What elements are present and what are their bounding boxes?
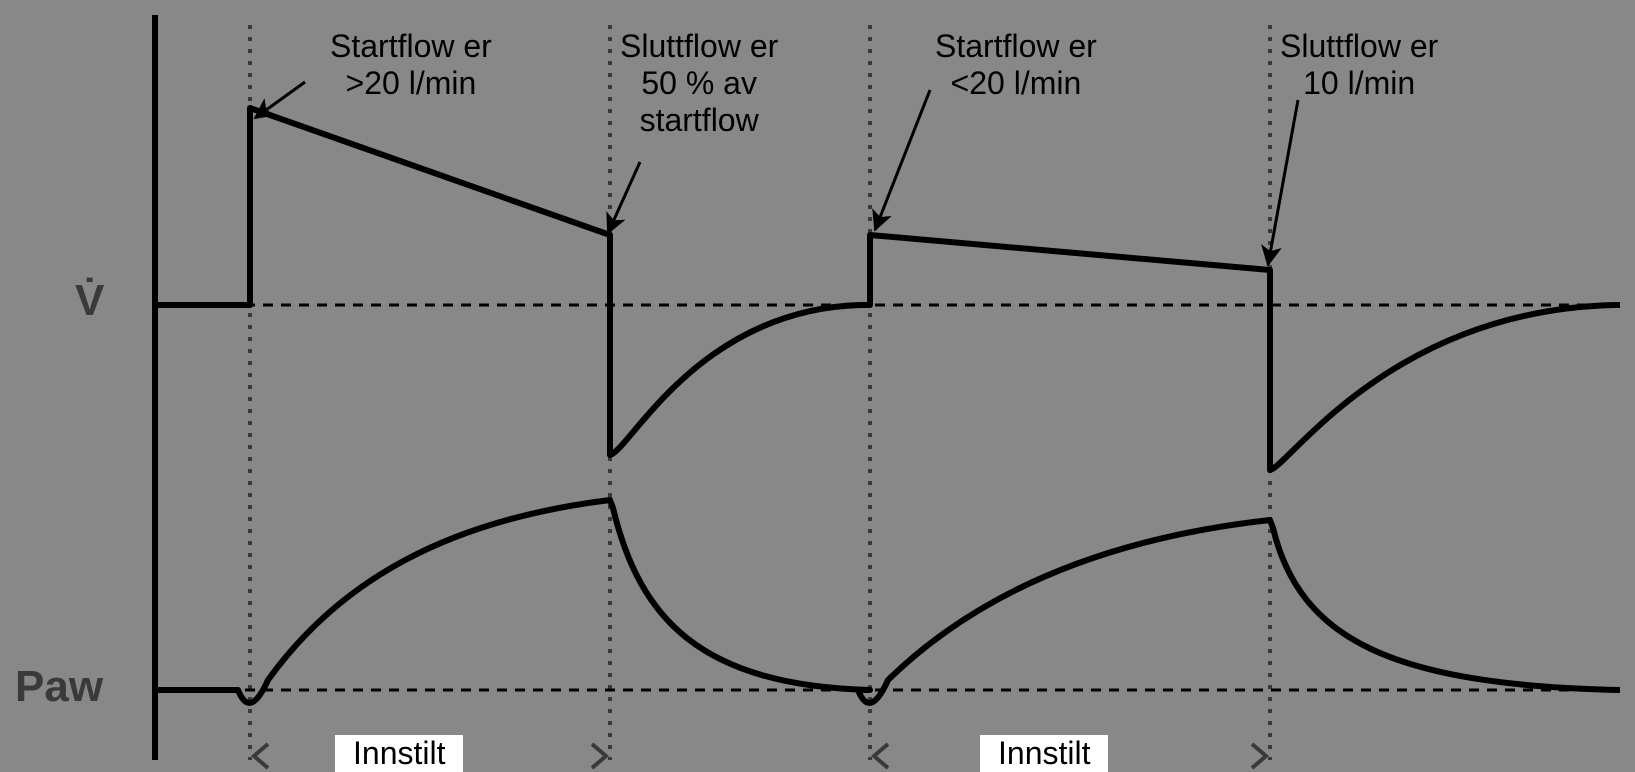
annotation-line: startflow: [640, 102, 759, 138]
flow-trace: [155, 108, 1620, 470]
annotation-arrow: [875, 90, 930, 230]
range-chevron-right: [1252, 744, 1266, 768]
paw-trace: [155, 500, 1620, 703]
paw-axis-label: Paw: [15, 662, 103, 712]
annotation-line: Sluttflow er: [1280, 28, 1438, 64]
annotation-label: Startflow er>20 l/min: [330, 28, 492, 102]
flow-axis-label: V̇: [75, 276, 104, 326]
annotation-line: 10 l/min: [1303, 65, 1415, 101]
annotation-line: Sluttflow er: [620, 28, 778, 64]
range-label: Innstilt: [980, 735, 1108, 772]
annotation-line: Startflow er: [330, 28, 492, 64]
range-chevron-left: [254, 744, 268, 768]
range-chevron-right: [592, 744, 606, 768]
annotation-line: <20 l/min: [951, 65, 1082, 101]
range-label: Innstilt: [335, 735, 463, 772]
annotation-label: Sluttflow er10 l/min: [1280, 28, 1438, 102]
annotation-line: Startflow er: [935, 28, 1097, 64]
annotation-line: >20 l/min: [346, 65, 477, 101]
annotation-label: Sluttflow er50 % avstartflow: [620, 28, 778, 138]
annotation-arrow: [608, 162, 640, 233]
annotation-line: 50 % av: [641, 65, 757, 101]
annotation-arrow: [255, 82, 305, 118]
annotation-arrow: [1268, 100, 1298, 265]
range-chevron-left: [874, 744, 888, 768]
annotation-label: Startflow er<20 l/min: [935, 28, 1097, 102]
